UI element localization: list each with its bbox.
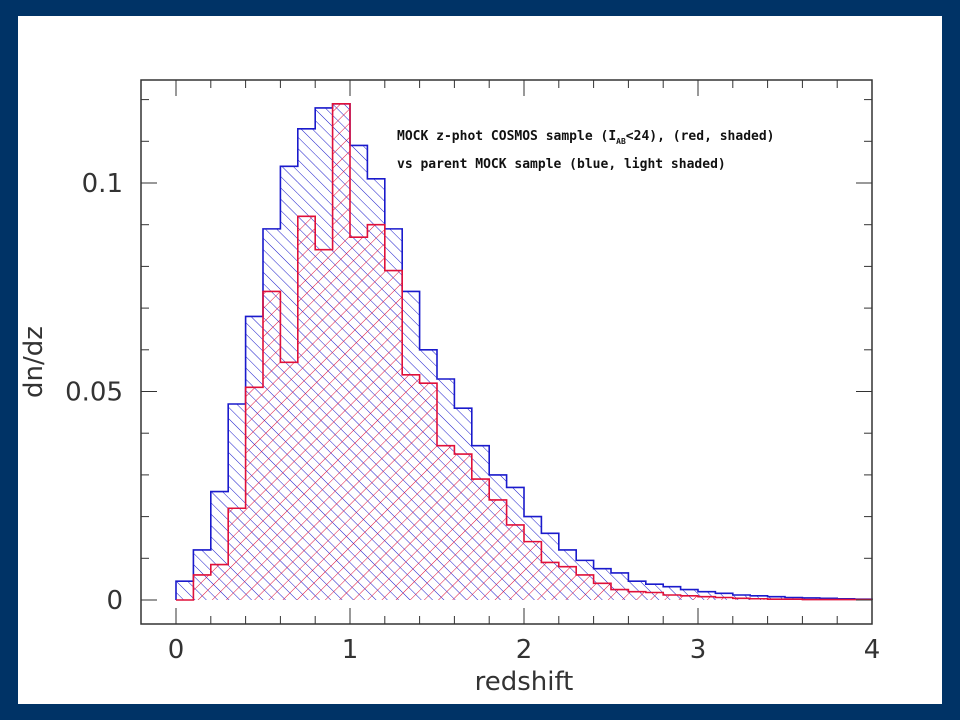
x-tick-label: 0 (168, 635, 185, 665)
legend-line-1-prefix: MOCK z-phot COSMOS sample (I (397, 129, 616, 144)
bar-zphot-10 (350, 237, 368, 600)
bar-zphot-26 (628, 591, 646, 600)
bar-parent-32 (732, 594, 751, 600)
bar-parent-34 (767, 596, 785, 600)
legend-line-1-suffix: <24), (red, shaded) (626, 129, 775, 144)
bar-zphot-13 (402, 374, 420, 600)
bar-zphot-24 (593, 583, 611, 600)
bar-zphot-30 (698, 596, 716, 600)
x-tick-label: 3 (690, 635, 707, 665)
bar-zphot-16 (454, 454, 472, 600)
bar-zphot-5 (263, 291, 281, 600)
series-outline (175, 102, 873, 600)
bar-zphot-1 (193, 574, 211, 600)
bar-zphot-12 (384, 270, 403, 600)
bar-zphot-19 (506, 524, 524, 600)
bar-parent-0 (176, 581, 194, 600)
plot-frame (140, 79, 873, 625)
x-tick-label: 4 (864, 635, 881, 665)
bar-zphot-23 (576, 574, 594, 600)
bar-zphot-6 (280, 362, 298, 600)
bar-zphot-28 (663, 594, 681, 600)
bar-parent-31 (715, 593, 733, 600)
legend-line-1-subscript: AB (616, 137, 626, 146)
bar-zphot-29 (680, 595, 698, 600)
bar-zphot-27 (645, 592, 664, 600)
bar-zphot-8 (315, 249, 333, 600)
y-tick-label: 0.1 (82, 169, 123, 199)
bar-zphot-18 (489, 499, 507, 600)
bar-zphot-4 (245, 387, 263, 600)
legend: MOCK z-phot COSMOS sample (IAB<24), (red… (397, 129, 775, 172)
bar-parent-30 (698, 591, 716, 600)
bar-zphot-7 (297, 216, 316, 601)
series-zphot-sample (176, 102, 873, 601)
y-tick-label: 0.05 (65, 378, 123, 408)
bar-zphot-11 (367, 224, 385, 600)
bar-zphot-15 (437, 445, 455, 600)
bar-parent-29 (680, 589, 698, 600)
bar-parent-33 (750, 595, 768, 600)
bar-zphot-22 (558, 566, 577, 600)
bar-zphot-2 (210, 564, 229, 600)
histogram-chart: 0 1 2 3 4 0 0.05 0.1 MOCK z-phot COSMOS sample … (19, 79, 881, 697)
slide-background: 0 1 2 3 4 0 0.05 0.1 MOCK z-phot COSMOS sample … (18, 16, 942, 704)
bar-zphot-14 (419, 383, 437, 600)
y-tick-label: 0 (106, 586, 123, 616)
bar-zphot-9 (332, 103, 350, 601)
legend-line-2: vs parent MOCK sample (blue, light shade… (397, 157, 726, 172)
bar-zphot-21 (541, 562, 559, 600)
series-outline (176, 102, 873, 601)
bar-zphot-20 (524, 541, 542, 600)
x-axis-label: redshift (475, 667, 574, 697)
bar-zphot-17 (471, 479, 490, 600)
bar-zphot-31 (715, 597, 733, 600)
bar-zphot-32 (732, 598, 751, 600)
x-tick-label: 2 (516, 635, 533, 665)
bar-zphot-25 (611, 589, 629, 600)
y-axis-label: dn/dz (19, 326, 49, 398)
bar-zphot-3 (228, 508, 246, 600)
x-tick-label: 1 (342, 635, 359, 665)
legend-line-1: MOCK z-phot COSMOS sample (IAB<24), (red… (397, 129, 775, 146)
